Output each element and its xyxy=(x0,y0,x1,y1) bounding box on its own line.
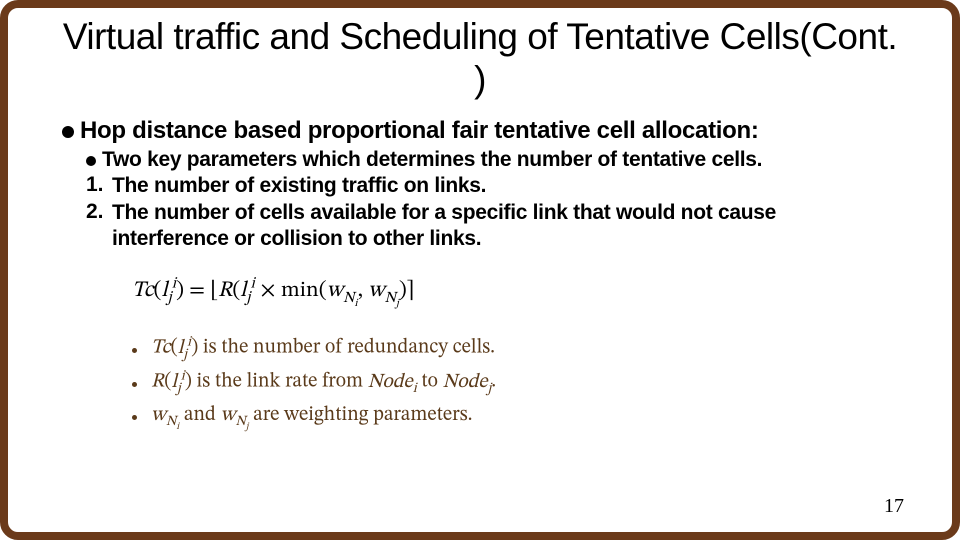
suffix3: are weighting parameters. xyxy=(248,405,472,425)
arg: lji xyxy=(178,338,191,358)
sub-j2: j xyxy=(246,290,250,306)
bullet-dot-icon xyxy=(132,382,137,387)
legend-text-1: Tc(lji) is the number of redundancy cell… xyxy=(151,333,495,365)
arg: lji xyxy=(171,372,184,392)
fn-tc: Tc xyxy=(132,280,154,302)
formula: Tc(lji) = ⌊R(lji × min(wNi, wNj)⌉ xyxy=(132,274,898,311)
item-number: 1. xyxy=(86,173,112,197)
item-text: The number of cells available for a spec… xyxy=(112,200,898,253)
to: to xyxy=(417,372,443,392)
slide-content: Virtual traffic and Scheduling of Tentat… xyxy=(8,8,952,435)
page-number: 17 xyxy=(884,495,904,518)
bullet-level-2: Two key parameters which determines the … xyxy=(86,147,898,173)
fn-r2: R xyxy=(151,372,164,392)
fn-tc2: Tc xyxy=(151,338,171,358)
node-i: Nodei xyxy=(368,372,417,392)
fn-r: R xyxy=(218,280,233,302)
tail: . xyxy=(491,372,496,392)
legend-row-1: Tc(lji) is the number of redundancy cell… xyxy=(132,333,898,365)
bullet-dot-icon xyxy=(132,348,137,353)
slide-title: Virtual traffic and Scheduling of Tentat… xyxy=(62,16,898,101)
legend-block: Tc(lji) is the number of redundancy cell… xyxy=(132,333,898,435)
formula-math: Tc(lji) = ⌊R(lji × min(wNi, wNj)⌉ xyxy=(132,280,414,302)
bullet-disc-icon xyxy=(86,156,96,166)
mid: is the link rate from xyxy=(192,372,368,392)
node-j: Nodej xyxy=(443,372,492,392)
legend-text-3: wNi and wNj are weighting parameters. xyxy=(151,401,473,435)
bullet-disc-icon xyxy=(62,126,74,138)
legend-row-2: R(lji) is the link rate from Nodei to No… xyxy=(132,367,898,399)
w-ni: wNi xyxy=(151,405,179,425)
numbered-item-1: 1. The number of existing traffic on lin… xyxy=(86,173,898,199)
legend-text-2: R(lji) is the link rate from Nodei to No… xyxy=(151,367,496,399)
sup-i: i xyxy=(172,276,176,292)
slide-frame: Virtual traffic and Scheduling of Tentat… xyxy=(0,0,960,540)
level-2-block: Two key parameters which determines the … xyxy=(86,147,898,252)
w2: w xyxy=(368,280,384,302)
legend-row-3: wNi and wNj are weighting parameters. xyxy=(132,401,898,435)
suffix: is the number of redundancy cells. xyxy=(198,338,495,358)
numbered-item-2: 2. The number of cells available for a s… xyxy=(86,200,898,253)
w-nj: wNj xyxy=(220,405,248,425)
l2-text: Two key parameters which determines the … xyxy=(102,147,762,173)
bullet-dot-icon xyxy=(132,415,137,420)
sub-j: j xyxy=(168,290,172,306)
item-text: The number of existing traffic on links. xyxy=(112,173,486,199)
and: and xyxy=(179,405,220,425)
w1: w xyxy=(327,280,343,302)
sup-i2: i xyxy=(250,276,254,292)
min-label: min xyxy=(281,280,319,302)
item-number: 2. xyxy=(86,200,112,224)
bullet-level-1: Hop distance based proportional fair ten… xyxy=(62,117,898,145)
l1-text: Hop distance based proportional fair ten… xyxy=(80,117,759,145)
